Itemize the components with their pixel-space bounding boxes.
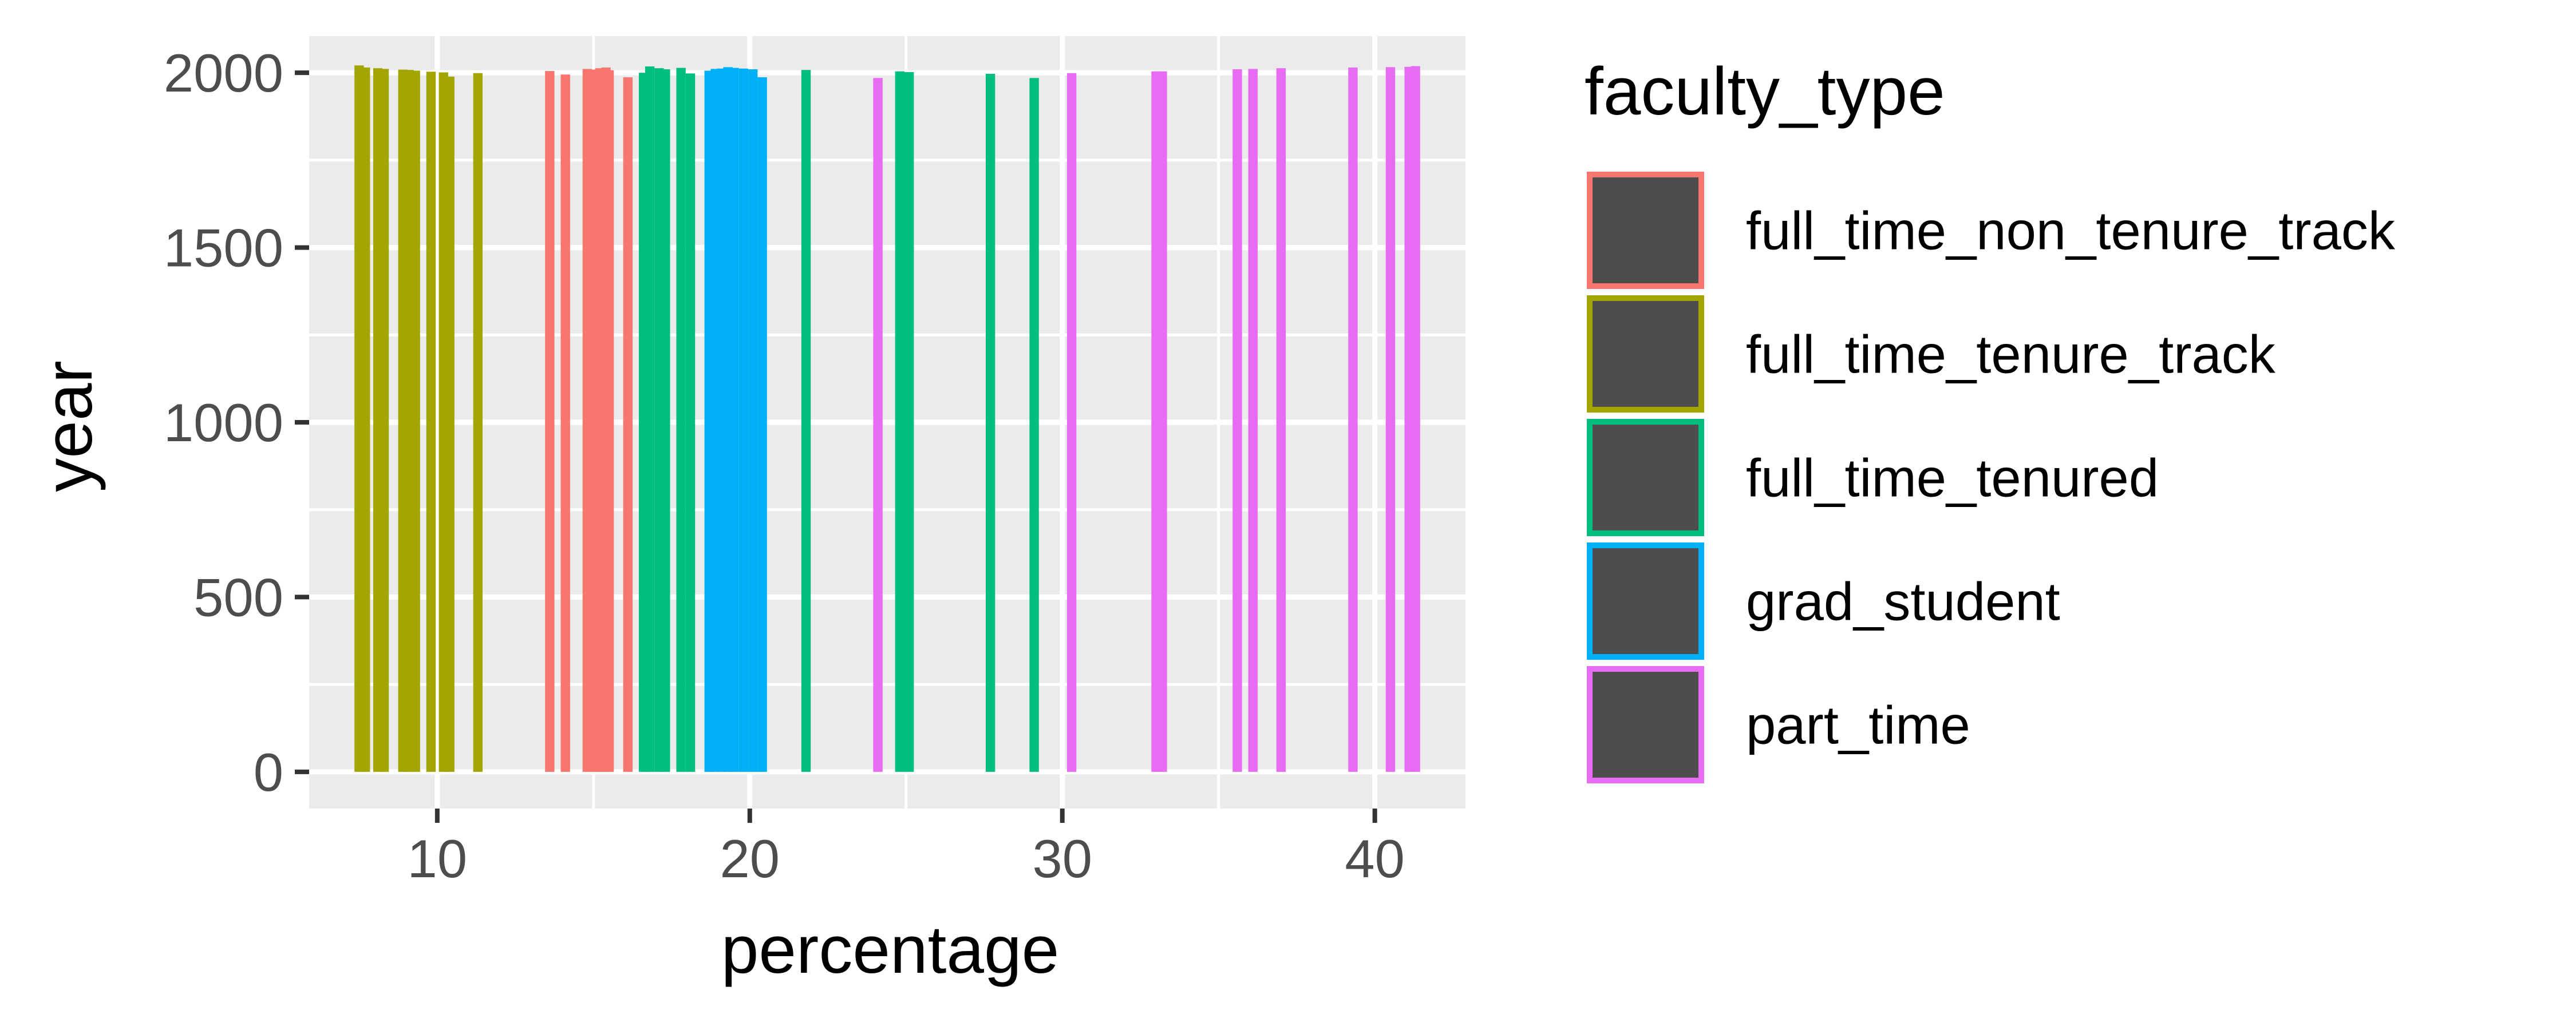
bar-grad_student: [757, 77, 767, 772]
bar-full_time_tenured: [676, 68, 686, 772]
bar-part_time: [1411, 66, 1420, 772]
y-tick-label: 1000: [164, 393, 283, 453]
axes: 0 500 1000 1500 2000 10 20 30 40: [164, 43, 1405, 889]
bar-full_time_tenured: [685, 73, 696, 772]
legend-key-part_time: [1587, 666, 1704, 783]
bar-part_time: [1066, 73, 1077, 772]
bar-full_time_tenure_track: [361, 67, 370, 772]
y-axis-title: year: [31, 360, 106, 492]
bar-grad_student: [729, 68, 739, 772]
bar-full_time_non_tenure_track: [623, 77, 633, 772]
bar-layer: [354, 65, 1420, 772]
bar-full_time_non_tenure_track: [560, 74, 570, 772]
x-tick-label: 10: [408, 829, 468, 889]
bar-grad_student: [748, 69, 758, 772]
plot-panel: [309, 36, 1465, 809]
legend-key-full_time_tenured: [1587, 419, 1704, 536]
bar-full_time_tenure_track: [379, 69, 389, 772]
x-axis-title: percentage: [721, 912, 1059, 988]
bar-full_time_tenured: [661, 69, 670, 772]
bar-full_time_tenured: [985, 73, 995, 772]
bar-full_time_non_tenure_track: [604, 70, 614, 772]
y-tick-label: 500: [193, 567, 283, 627]
y-tick-label: 1500: [164, 218, 283, 278]
bar-full_time_tenure_track: [445, 76, 455, 772]
legend-key-full_time_tenure_track: [1587, 295, 1704, 413]
bar-full_time_tenured: [645, 66, 655, 772]
legend-key-grad_student: [1587, 542, 1704, 660]
legend-label-part_time: part_time: [1746, 695, 1970, 755]
bar-full_time_tenure_track: [473, 73, 483, 772]
x-tick-label: 30: [1032, 829, 1092, 889]
bar-part_time: [1348, 67, 1358, 772]
bar-full_time_tenure_track: [410, 70, 420, 772]
legend-keys: full_time_non_tenure_track full_time_tenu…: [1587, 172, 2396, 783]
bar-part_time: [1157, 71, 1167, 772]
legend: faculty_type full_time_non_tenure_trackf…: [1585, 54, 2396, 783]
legend-label-full_time_tenure_track: full_time_tenure_track: [1746, 324, 2276, 385]
x-tick-label: 20: [720, 829, 780, 889]
bar-full_time_tenured: [904, 72, 914, 772]
bar-full_time_tenured: [1029, 78, 1039, 772]
legend-label-grad_student: grad_student: [1746, 572, 2060, 632]
bar-part_time: [1276, 68, 1286, 772]
bar-full_time_tenured: [801, 70, 811, 772]
y-tick-label: 0: [254, 742, 283, 802]
bar-grad_student: [738, 68, 749, 772]
bar-part_time: [873, 78, 883, 772]
bar-full_time_tenure_track: [426, 72, 436, 772]
bar-full_time_non_tenure_track: [545, 71, 555, 772]
legend-label-full_time_non_tenure_track: full_time_non_tenure_track: [1746, 201, 2396, 261]
y-tick-label: 2000: [164, 43, 283, 103]
x-tick-label: 40: [1345, 829, 1405, 889]
bar-full_time_tenured: [895, 71, 905, 772]
bar-part_time: [1385, 67, 1396, 772]
bar-part_time: [1232, 69, 1242, 772]
bar-part_time: [1248, 69, 1258, 772]
legend-title: faculty_type: [1585, 54, 1945, 129]
legend-label-full_time_tenured: full_time_tenured: [1746, 448, 2159, 508]
legend-key-full_time_non_tenure_track: [1587, 172, 1704, 289]
